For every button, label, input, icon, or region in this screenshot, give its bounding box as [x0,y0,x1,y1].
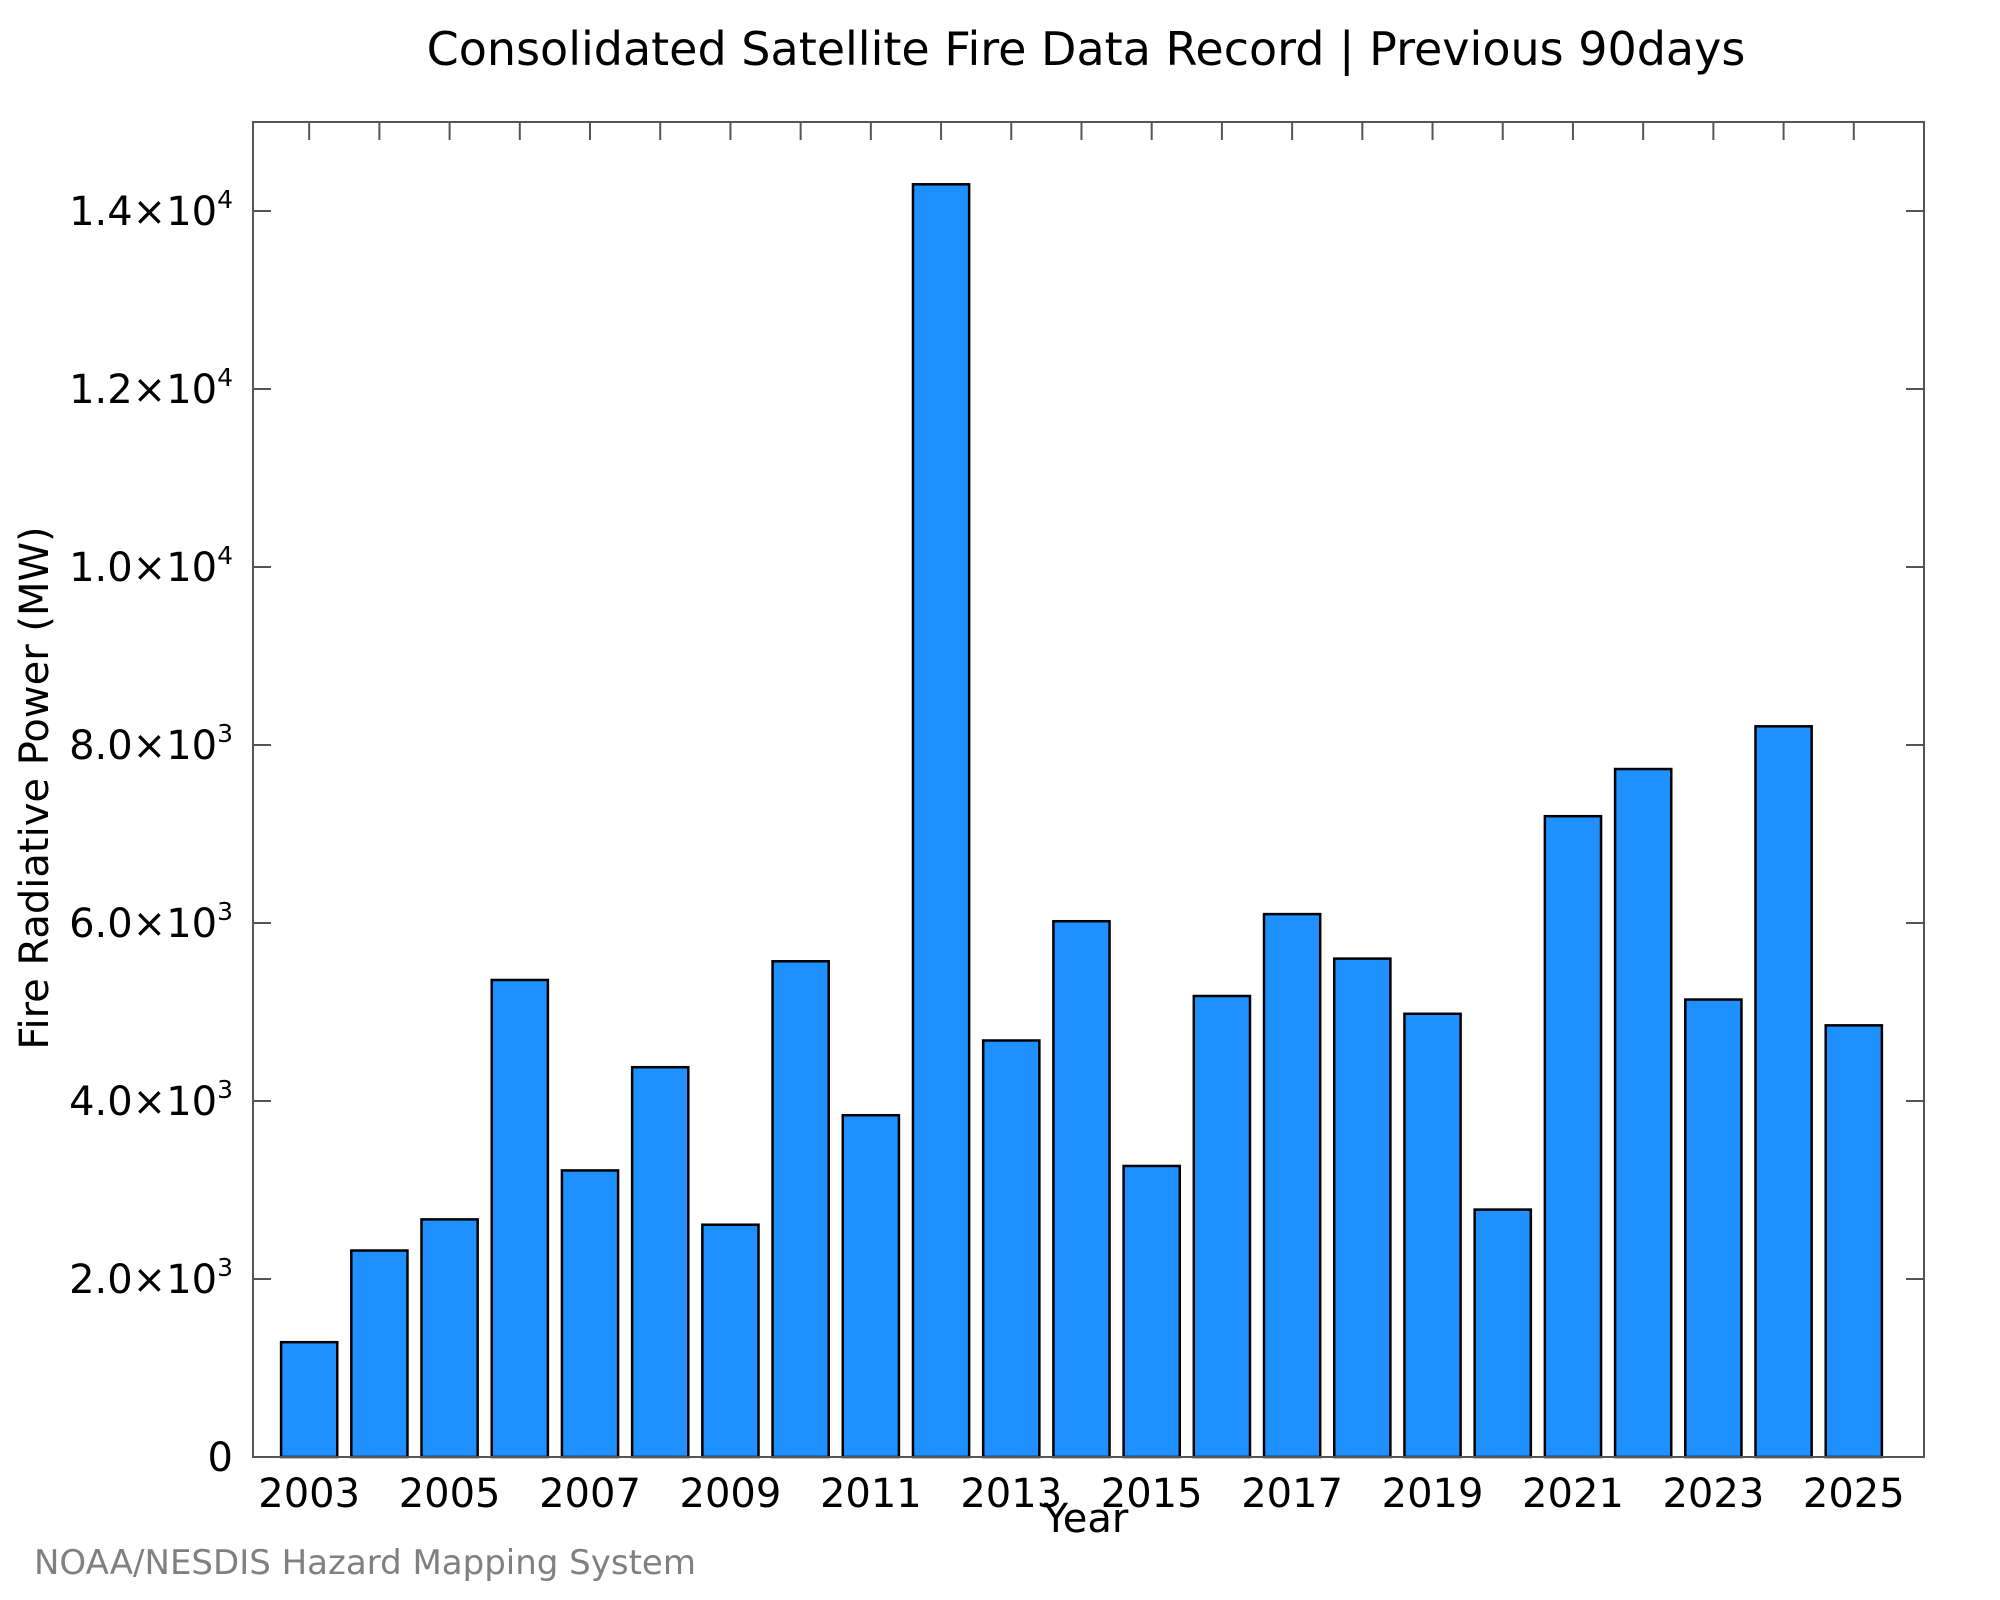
bar-2021 [1543,814,1603,1459]
x-tick-label-2019: 2019 [1382,1471,1484,1517]
bar-2024 [1754,725,1813,1459]
x-tick-label-2007: 2007 [539,1471,641,1517]
y-tick-exponent-5: 4 [217,541,233,570]
bars [279,183,1884,1459]
y-tick-label-5: 1.0×104 [69,541,233,591]
x-tick-label-2003: 2003 [258,1471,360,1517]
bar-2011 [841,1113,901,1459]
x-tick-label-2011: 2011 [820,1471,922,1517]
x-tick-label-2017: 2017 [1241,1471,1343,1517]
x-tick-label-2023: 2023 [1662,1471,1764,1517]
y-tick-exponent-2: 3 [217,1075,233,1104]
bar-2025 [1824,1024,1884,1459]
x-tick-label-2009: 2009 [680,1471,782,1517]
bar-2013 [981,1039,1041,1459]
x-tick-label-2005: 2005 [399,1471,501,1517]
credit-text: NOAA/NESDIS Hazard Mapping System [34,1543,696,1583]
x-axis-label: Year [1043,1496,1129,1542]
bar-2022 [1613,767,1673,1459]
y-tick-mantissa-1: 2.0×10 [69,1257,217,1303]
bar-2008 [630,1065,690,1459]
bar-2006 [490,978,550,1459]
y-tick-mantissa-3: 6.0×10 [69,901,217,947]
bar-2012 [911,183,971,1459]
y-tick-label-0: 0 [208,1435,233,1481]
y-tick-mantissa-7: 1.4×10 [69,189,217,235]
bar-2023 [1684,998,1743,1459]
bar-2004 [350,1249,409,1459]
bar-2017 [1262,912,1322,1459]
x-tick-label-2025: 2025 [1803,1471,1905,1517]
bar-2010 [771,960,830,1459]
y-tick-label-4: 8.0×103 [69,719,233,769]
y-tick-label-3: 6.0×103 [69,897,233,947]
bar-2018 [1332,957,1392,1459]
bar-2007 [560,1169,620,1459]
chart-title: Consolidated Satellite Fire Data Record … [427,22,1746,77]
x-tick-label-2021: 2021 [1522,1471,1624,1517]
x-tick-label-2013: 2013 [960,1471,1062,1517]
bar-2005 [420,1218,479,1459]
y-tick-label-1: 2.0×103 [69,1253,233,1303]
y-tick-label-2: 4.0×103 [69,1075,233,1125]
y-tick-mantissa-0: 0 [208,1435,233,1481]
bar-2009 [701,1223,760,1459]
bar-2016 [1192,994,1252,1459]
y-tick-exponent-1: 3 [217,1253,233,1282]
y-tick-label-6: 1.2×104 [69,363,233,413]
y-tick-mantissa-5: 1.0×10 [69,545,217,591]
y-tick-exponent-4: 3 [217,719,233,748]
y-axis-label: Fire Radiative Power (MW) [12,526,58,1049]
y-tick-exponent-6: 4 [217,363,233,392]
bar-2003 [279,1340,339,1459]
bar-2020 [1473,1208,1533,1459]
bar-2014 [1052,919,1111,1459]
bar-2015 [1122,1164,1182,1459]
y-tick-mantissa-2: 4.0×10 [69,1079,217,1125]
y-tick-mantissa-4: 8.0×10 [69,723,217,769]
y-tick-mantissa-6: 1.2×10 [69,367,217,413]
y-tick-exponent-3: 3 [217,897,233,926]
x-axis-ticks: 2003 2005 2007 2009 2011 2013 2015 2017 2019 2021… [258,122,1905,1517]
bar-2019 [1403,1012,1462,1459]
plot-frame [252,121,1925,1458]
y-axis-ticks: 02.0×1034.0×1036.0×1038.0×1031.0×1041.2×… [69,185,1924,1481]
y-tick-exponent-7: 4 [217,185,233,214]
y-tick-label-7: 1.4×104 [69,185,233,235]
x-tick-label-2015: 2015 [1101,1471,1203,1517]
